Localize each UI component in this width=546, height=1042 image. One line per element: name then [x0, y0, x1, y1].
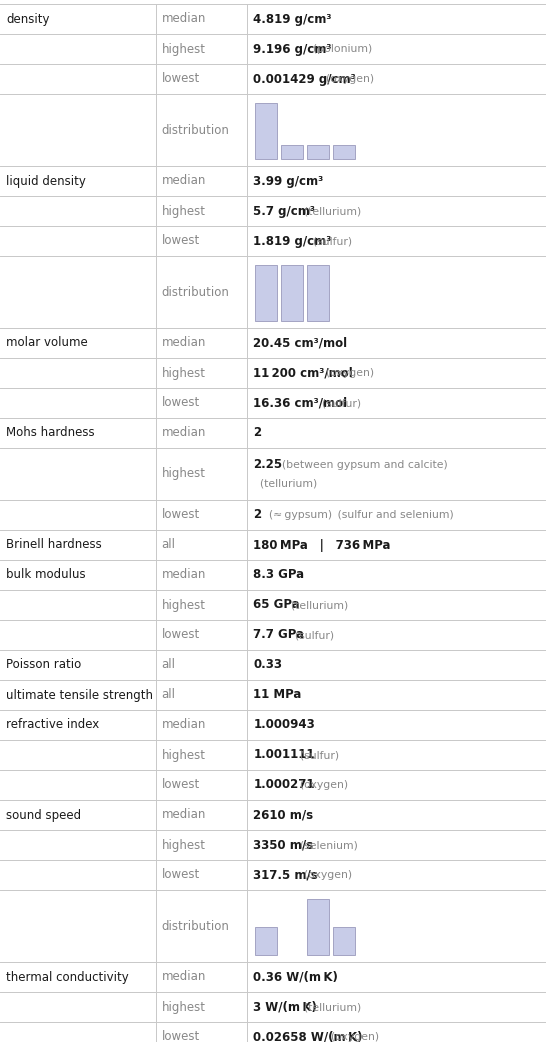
Text: lowest: lowest	[162, 73, 200, 85]
Text: median: median	[162, 426, 206, 440]
Text: median: median	[162, 569, 206, 581]
Text: distribution: distribution	[162, 286, 229, 298]
Text: Poisson ratio: Poisson ratio	[6, 659, 81, 671]
Text: 0.36 W/(m K): 0.36 W/(m K)	[253, 970, 338, 984]
Text: 8.3 GPa: 8.3 GPa	[253, 569, 305, 581]
Text: (oxygen): (oxygen)	[324, 1032, 379, 1042]
Text: 3 W/(m K): 3 W/(m K)	[253, 1000, 317, 1014]
Text: 65 GPa: 65 GPa	[253, 598, 300, 612]
Text: (tellurium): (tellurium)	[297, 206, 361, 216]
Text: (oxygen): (oxygen)	[293, 780, 348, 790]
Text: lowest: lowest	[162, 628, 200, 642]
Text: distribution: distribution	[162, 124, 229, 137]
Text: molar volume: molar volume	[6, 337, 88, 349]
Text: 0.02658 W/(m K): 0.02658 W/(m K)	[253, 1031, 363, 1042]
Text: (oxygen): (oxygen)	[297, 870, 352, 880]
Bar	[307, 265, 329, 321]
Text: (oxygen): (oxygen)	[319, 74, 375, 84]
Text: lowest: lowest	[162, 1031, 200, 1042]
Text: median: median	[162, 719, 206, 731]
Text: (sulfur): (sulfur)	[306, 235, 352, 246]
Text: 2.25: 2.25	[253, 458, 282, 471]
Text: (sulfur): (sulfur)	[288, 630, 334, 640]
Text: highest: highest	[162, 204, 206, 218]
Text: 3350 m/s: 3350 m/s	[253, 839, 313, 851]
Text: 0.001429 g/cm³: 0.001429 g/cm³	[253, 73, 356, 85]
Text: distribution: distribution	[162, 919, 229, 933]
Text: 11 MPa: 11 MPa	[253, 689, 302, 701]
Text: all: all	[162, 689, 176, 701]
Text: (between gypsum and calcite): (between gypsum and calcite)	[275, 460, 448, 470]
Text: lowest: lowest	[162, 868, 200, 882]
Text: (tellurium): (tellurium)	[297, 1002, 361, 1012]
Bar	[281, 265, 304, 321]
Text: (≈ gypsum) (sulfur and selenium): (≈ gypsum) (sulfur and selenium)	[262, 510, 454, 520]
Text: 16.36 cm³/mol: 16.36 cm³/mol	[253, 397, 347, 410]
Text: (selenium): (selenium)	[293, 840, 358, 850]
Text: 9.196 g/cm³: 9.196 g/cm³	[253, 43, 332, 55]
Text: lowest: lowest	[162, 234, 200, 248]
Text: Mohs hardness: Mohs hardness	[6, 426, 94, 440]
Text: 11 200 cm³/mol: 11 200 cm³/mol	[253, 367, 353, 379]
Text: 2610 m/s: 2610 m/s	[253, 809, 313, 821]
Text: 1.001111: 1.001111	[253, 748, 315, 762]
Text: (tellurium): (tellurium)	[253, 478, 318, 489]
Text: median: median	[162, 337, 206, 349]
Bar	[256, 926, 277, 954]
Text: 1.000271: 1.000271	[253, 778, 315, 792]
Text: median: median	[162, 970, 206, 984]
Text: density: density	[6, 13, 50, 25]
Text: highest: highest	[162, 598, 206, 612]
Bar	[334, 926, 355, 954]
Text: lowest: lowest	[162, 778, 200, 792]
Text: highest: highest	[162, 367, 206, 379]
Text: 317.5 m/s: 317.5 m/s	[253, 868, 318, 882]
Text: sound speed: sound speed	[6, 809, 81, 821]
Text: 2: 2	[253, 426, 262, 440]
Text: highest: highest	[162, 468, 206, 480]
Text: highest: highest	[162, 43, 206, 55]
Text: Brinell hardness: Brinell hardness	[6, 539, 102, 551]
Text: median: median	[162, 809, 206, 821]
Text: highest: highest	[162, 839, 206, 851]
Text: 1.819 g/cm³: 1.819 g/cm³	[253, 234, 332, 248]
Text: 180 MPa | 736 MPa: 180 MPa | 736 MPa	[253, 539, 391, 551]
Text: all: all	[162, 539, 176, 551]
Text: 7.7 GPa: 7.7 GPa	[253, 628, 304, 642]
Text: ultimate tensile strength: ultimate tensile strength	[6, 689, 153, 701]
Text: lowest: lowest	[162, 508, 200, 521]
Text: 1.000943: 1.000943	[253, 719, 315, 731]
Bar	[334, 145, 355, 158]
Text: (sulfur): (sulfur)	[293, 750, 339, 760]
Text: liquid density: liquid density	[6, 174, 86, 188]
Bar	[281, 145, 304, 158]
Text: bulk modulus: bulk modulus	[6, 569, 86, 581]
Text: 5.7 g/cm³: 5.7 g/cm³	[253, 204, 316, 218]
Text: highest: highest	[162, 1000, 206, 1014]
Text: highest: highest	[162, 748, 206, 762]
Text: refractive index: refractive index	[6, 719, 99, 731]
Text: (polonium): (polonium)	[306, 44, 372, 54]
Text: thermal conductivity: thermal conductivity	[6, 970, 129, 984]
Text: all: all	[162, 659, 176, 671]
Text: lowest: lowest	[162, 397, 200, 410]
Text: (tellurium): (tellurium)	[284, 600, 348, 610]
Text: (sulfur): (sulfur)	[315, 398, 361, 408]
Text: 0.33: 0.33	[253, 659, 282, 671]
Bar	[256, 265, 277, 321]
Bar	[256, 103, 277, 158]
Bar	[307, 898, 329, 954]
Text: 3.99 g/cm³: 3.99 g/cm³	[253, 174, 324, 188]
Text: median: median	[162, 13, 206, 25]
Text: 20.45 cm³/mol: 20.45 cm³/mol	[253, 337, 347, 349]
Text: 4.819 g/cm³: 4.819 g/cm³	[253, 13, 332, 25]
Text: median: median	[162, 174, 206, 188]
Text: 2: 2	[253, 508, 262, 521]
Bar	[307, 145, 329, 158]
Text: (oxygen): (oxygen)	[319, 368, 375, 378]
